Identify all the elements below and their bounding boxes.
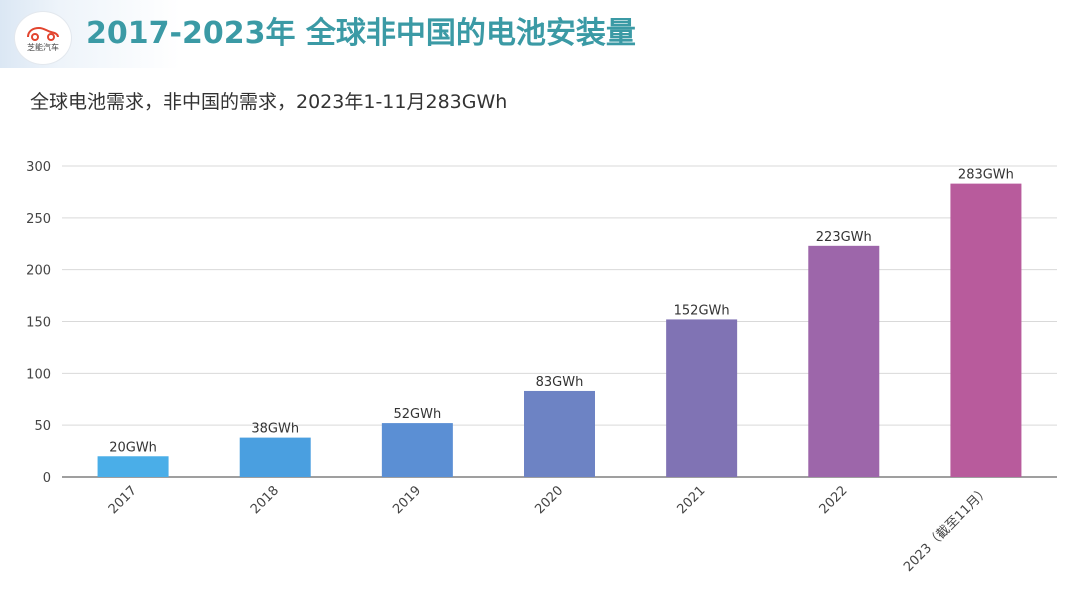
y-tick-label: 250	[26, 212, 51, 227]
data-label: 20GWh	[109, 440, 157, 455]
bar	[381, 423, 453, 477]
y-tick-label: 300	[26, 160, 51, 175]
y-tick-label: 50	[34, 419, 51, 434]
x-tick-label: 2021	[674, 483, 708, 517]
page-title: 2017-2023年 全球非中国的电池安装量	[86, 16, 636, 51]
data-label: 152GWh	[674, 303, 730, 318]
bar	[950, 183, 1022, 477]
car-logo-icon	[27, 26, 59, 41]
x-tick-label: 2023（截至11月）	[901, 483, 993, 575]
brand-logo: 芝能汽车	[14, 11, 72, 65]
x-tick-label: 2022	[817, 483, 851, 517]
bar	[808, 245, 880, 477]
x-tick-label: 2018	[248, 483, 282, 517]
y-tick-label: 150	[26, 316, 51, 331]
x-tick-label: 2017	[106, 483, 140, 517]
header-band	[0, 0, 1080, 68]
data-label: 38GWh	[251, 422, 299, 437]
data-label: 83GWh	[536, 375, 584, 390]
bar	[97, 456, 169, 477]
y-tick-label: 0	[43, 471, 51, 486]
bar	[239, 437, 311, 477]
x-tick-label: 2019	[390, 483, 424, 517]
x-tick-label: 2020	[532, 483, 566, 517]
logo-text: 芝能汽车	[27, 43, 59, 52]
chart-subtitle: 全球电池需求，非中国的需求，2023年1-11月283GWh	[30, 91, 508, 113]
y-tick-label: 200	[26, 264, 51, 279]
y-tick-label: 100	[26, 367, 51, 382]
bar	[666, 319, 738, 477]
data-label: 283GWh	[958, 168, 1014, 183]
data-label: 52GWh	[393, 407, 441, 422]
bar	[524, 390, 595, 477]
data-label: 223GWh	[816, 230, 872, 245]
